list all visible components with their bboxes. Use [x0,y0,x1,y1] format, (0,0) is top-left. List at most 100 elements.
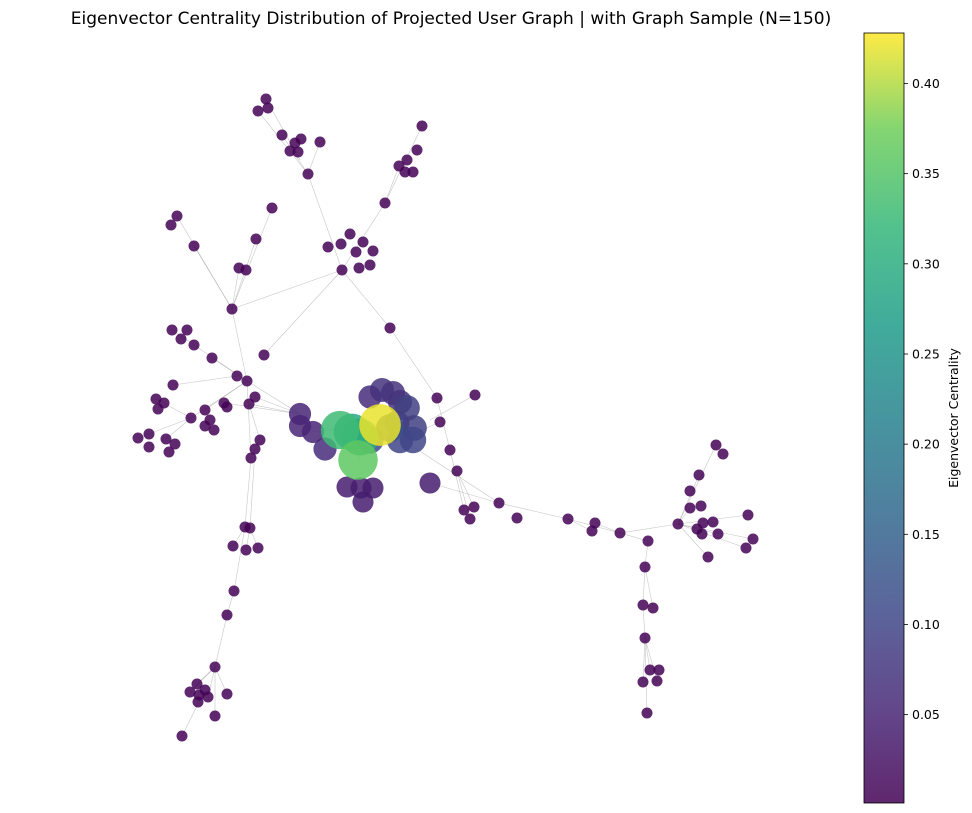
graph-edge [677,444,717,525]
graph-node [639,632,651,644]
colorbar-ticks: 0.05 0.10 0.15 0.20 0.25 0.30 0.35 0.40 [904,76,940,722]
graph-node [221,401,233,413]
graph-edge [307,141,321,175]
graph-edge [231,267,240,310]
graph-node [399,166,411,178]
graph-node [511,512,523,524]
graph-node [209,710,221,722]
colorbar-tick-label: 0.30 [912,256,940,271]
graph-edge [642,637,646,683]
graph-node [696,528,708,540]
graph-edge [677,523,747,549]
graph-node [434,416,446,428]
graph-node [364,259,376,271]
graph-node [302,168,314,180]
graph-node [202,691,214,703]
graph-node [199,404,211,416]
edge-layer [137,98,754,737]
graph-node [747,533,759,545]
graph-node [684,502,696,514]
graph-node [702,551,714,563]
graph-node [169,438,181,450]
graph-node [653,664,665,676]
graph-node [260,93,272,105]
graph-node [644,664,656,676]
graph-hub-node [394,395,420,421]
graph-node [132,432,144,444]
graph-node [336,264,348,276]
graph-edge [248,403,261,441]
colorbar-tick-label: 0.40 [912,76,940,91]
graph-node [740,542,752,554]
graph-node [695,500,707,512]
graph-hub-node [419,472,441,494]
graph-node [163,446,175,458]
graph-node [167,379,179,391]
graph-edge [223,402,301,415]
graph-node [384,322,396,334]
graph-hub-node [352,491,374,513]
graph-node [221,688,233,700]
graph-node [252,105,264,117]
graph-node [199,420,211,432]
graph-edge [642,604,646,639]
graph-node [241,375,253,387]
graph-hub-node [399,426,427,454]
graph-node [707,516,719,528]
graph-node [642,535,654,547]
graph-edge [231,207,273,310]
colorbar-frame [863,32,905,804]
graph-hub-node [320,410,360,450]
graph-node [252,542,264,554]
graph-node [171,210,183,222]
graph-node [152,403,164,415]
graph-edge [193,245,233,310]
graph-edge [246,380,252,459]
graph-node [614,527,626,539]
graph-node [276,129,288,141]
graph-node [240,544,252,556]
graph-node [407,166,419,178]
graph-node [181,324,193,336]
graph-edge [231,308,248,382]
graph-node [250,233,262,245]
graph-hub-node [301,420,325,444]
graph-edge [449,449,465,511]
graph-node [209,661,221,673]
colorbar: 0.05 0.10 0.15 0.20 0.25 0.30 0.35 0.40 Eigenve… [863,32,961,804]
graph-node [367,245,379,257]
graph-node [416,120,428,132]
graph-node [431,392,443,404]
graph-node [160,433,172,445]
graph-node [295,133,307,145]
graph-node [231,370,243,382]
graph-node [192,696,204,708]
graph-node [284,145,296,157]
graph-node [335,238,347,250]
graph-node [175,333,187,345]
colorbar-tick-label: 0.20 [912,437,940,452]
graph-node [245,452,257,464]
graph-node [227,540,239,552]
graph-node [401,154,413,166]
graph-node [188,240,200,252]
graph-edge [307,173,343,271]
graph-node [191,678,203,690]
graph-node [468,501,480,513]
graph-node [262,102,274,114]
graph-edge [429,482,500,504]
graph-node [469,389,481,401]
graph-node [254,434,266,446]
node-layer [132,93,759,742]
colorbar-gradient [864,33,904,803]
graph-node [165,219,177,231]
graph-node [712,528,724,540]
graph-node [684,485,696,497]
graph-edge [644,566,654,609]
graph-hub-node [338,440,378,480]
graph-node [586,525,598,537]
graph-node [693,469,705,481]
graph-node [206,352,218,364]
graph-node [258,349,270,361]
graph-node [350,246,362,258]
